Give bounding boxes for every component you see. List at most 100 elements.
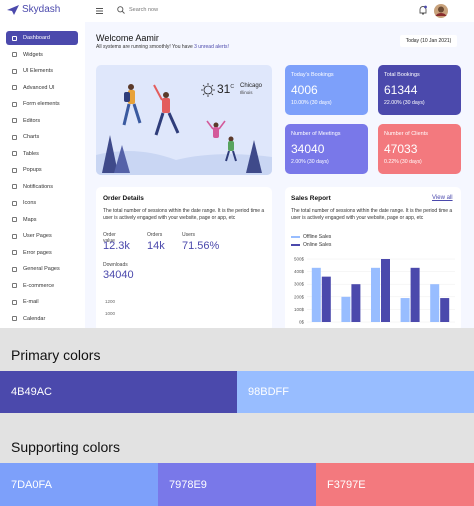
stat-card: Total Bookings 61344 22.00% (30 days) (378, 65, 461, 115)
stat-value: 47033 (384, 142, 418, 156)
sidebar-item[interactable]: Advanced UI (6, 81, 78, 95)
y-tick-label: 200$ (294, 294, 305, 299)
menu-toggle[interactable] (96, 7, 104, 15)
weather-temp: 31C (217, 82, 234, 96)
bar (440, 298, 450, 322)
bar (430, 284, 440, 322)
card-title: Sales Report (291, 195, 331, 202)
sidebar-item[interactable]: Notifications (6, 180, 78, 194)
weather-city: Chicago (240, 83, 263, 89)
order-details-card: Order Details The total number of sessio… (96, 187, 272, 332)
sidebar-item[interactable]: UI Elements (6, 64, 78, 78)
legend-swatch (291, 244, 300, 246)
stat-change: 22.00% (30 days) (384, 100, 425, 106)
welcome-subtitle: All systems are running smoothly! You ha… (96, 44, 229, 51)
sidebar-item[interactable]: Tables (6, 147, 78, 161)
sidebar-item[interactable]: Calendar (6, 312, 78, 326)
view-all-link[interactable]: View all (432, 195, 453, 201)
alert-link[interactable]: 3 unread alerts! (194, 44, 229, 50)
search-icon (117, 6, 125, 14)
sidebar-item[interactable]: Widgets (6, 48, 78, 62)
section-title: Supporting colors (11, 439, 120, 455)
stat-card: Number of Meetings 34040 2.00% (30 days) (285, 124, 368, 174)
bar (400, 298, 410, 322)
top-bar: Skydash Search now (0, 0, 474, 22)
stat-card: Number of Clients 47033 0.22% (30 days) (378, 124, 461, 174)
metric-value: 71.56% (182, 240, 220, 252)
date-button[interactable]: Today (10 Jan 2021) (400, 35, 457, 47)
sidebar-item[interactable]: Form elements (6, 97, 78, 111)
sidebar-item[interactable]: Editors (6, 114, 78, 128)
chart-tick-label: 1000 (105, 311, 116, 316)
color-swatch: 4B49AC (0, 371, 237, 413)
metric-label: Order value (103, 232, 116, 244)
sidebar-item[interactable]: E-mail (6, 295, 78, 309)
bar (351, 284, 361, 322)
sales-chart: 0$ 100$ 200$ 300$ 400$ 500$ (294, 257, 455, 325)
palette-section: Primary colors Supporting colors 4B49AC 9… (0, 328, 474, 506)
stat-change: 2.00% (30 days) (291, 159, 329, 165)
color-swatch: 7DA0FA (0, 463, 158, 506)
y-tick-label: 400$ (294, 269, 305, 274)
weather-card: 31C Chicago Illinois (96, 65, 272, 175)
sidebar-item[interactable]: General Pages (6, 262, 78, 276)
bar (410, 267, 420, 322)
logo[interactable]: Skydash (22, 4, 61, 15)
sidebar-item[interactable]: Popups (6, 163, 78, 177)
stat-change: 0.22% (30 days) (384, 159, 422, 165)
welcome-title: Welcome Aamir (96, 33, 159, 43)
legend: Offline Sales Online Sales (291, 233, 331, 249)
chart-tick-label: 1200 (105, 299, 116, 304)
weather-region: Illinois (240, 90, 253, 95)
sidebar-item[interactable]: E-commerce (6, 279, 78, 293)
metric-label: Orders (147, 232, 163, 238)
color-swatch: F3797E (316, 463, 474, 506)
bar (311, 267, 321, 322)
temp-unit: C (230, 84, 234, 90)
sidebar-item[interactable]: Maps (6, 213, 78, 227)
bar (371, 267, 380, 322)
temp-value: 31 (217, 82, 231, 96)
legend-swatch (291, 236, 300, 238)
downloads-value: 34040 (103, 269, 134, 281)
avatar[interactable] (434, 3, 448, 19)
illustration (96, 83, 272, 175)
logo-icon (7, 5, 19, 15)
stat-title: Number of Clients (384, 131, 429, 137)
y-tick-label: 100$ (294, 307, 305, 312)
sidebar-item[interactable]: Charts (6, 130, 78, 144)
stat-title: Today's Bookings (291, 72, 334, 78)
y-tick-label: 500$ (294, 257, 305, 262)
stat-value: 61344 (384, 83, 418, 97)
metric-label: Users (182, 232, 196, 238)
subtitle-text: All systems are running smoothly! You ha… (96, 44, 193, 50)
sidebar: Dashboard Widgets UI Elements Advanced UI Fo… (0, 22, 85, 328)
bar (321, 276, 331, 322)
legend-label: Online Sales (303, 242, 332, 248)
stat-value: 4006 (291, 83, 318, 97)
y-tick-label: 0$ (299, 320, 305, 325)
legend-item: Online Sales (291, 241, 331, 249)
sidebar-item[interactable]: Dashboard (6, 31, 78, 45)
card-title: Order Details (103, 195, 144, 202)
bar (341, 296, 351, 322)
legend-item: Offline Sales (291, 233, 331, 241)
search-input[interactable]: Search now (129, 7, 159, 13)
card-text: The total number of sessions within the … (291, 208, 453, 221)
stat-value: 34040 (291, 142, 325, 156)
metric-value: 14k (147, 240, 165, 252)
sidebar-item[interactable]: Error pages (6, 246, 78, 260)
bar (381, 259, 390, 322)
sidebar-item[interactable]: Icons (6, 196, 78, 210)
sidebar-item[interactable]: User Pages (6, 229, 78, 243)
sales-report-card: Sales Report View all The total number o… (285, 187, 461, 332)
card-text: The total number of sessions within the … (103, 208, 265, 221)
y-tick-label: 300$ (294, 282, 305, 287)
legend-label: Offline Sales (303, 234, 332, 240)
notifications-bell[interactable] (418, 5, 428, 16)
metric-value: 12.3k (103, 240, 130, 252)
stat-card: Today's Bookings 4006 10.00% (30 days) (285, 65, 368, 115)
stat-title: Total Bookings (384, 72, 420, 78)
color-swatch: 7978E9 (158, 463, 316, 506)
